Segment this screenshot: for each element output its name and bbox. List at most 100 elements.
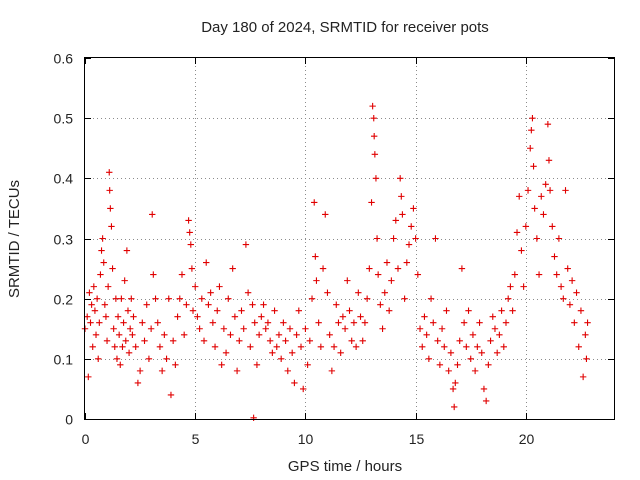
data-point: [100, 259, 107, 266]
data-point: [419, 343, 426, 350]
data-point: [456, 337, 463, 344]
data-point: [511, 271, 519, 278]
data-point: [394, 265, 402, 272]
data-point: [238, 307, 245, 314]
data-point: [88, 301, 95, 308]
data-point: [414, 271, 422, 278]
data-point: [582, 331, 589, 338]
data-point: [109, 265, 116, 272]
data-point: [262, 325, 269, 332]
data-point: [114, 313, 122, 320]
plot-frame: [84, 57, 615, 420]
data-point: [392, 217, 399, 224]
data-point: [396, 175, 404, 182]
data-point: [141, 337, 148, 344]
x-tick-label: 15: [409, 431, 425, 447]
data-point: [482, 397, 490, 405]
data-point: [480, 385, 488, 393]
data-point: [313, 277, 320, 284]
data-point: [154, 319, 161, 326]
data-point: [427, 295, 435, 302]
data-point: [390, 235, 397, 242]
data-point: [85, 373, 92, 381]
data-point: [493, 349, 501, 357]
data-point: [220, 325, 228, 332]
data-point: [425, 355, 433, 363]
data-point: [198, 295, 206, 302]
data-point: [90, 283, 98, 290]
data-point: [227, 331, 234, 338]
data-point: [209, 319, 217, 326]
data-point: [229, 265, 236, 272]
data-point: [516, 193, 523, 200]
data-point: [546, 187, 554, 194]
data-point: [211, 343, 219, 350]
data-points: [81, 102, 591, 421]
data-point: [205, 301, 212, 308]
data-point: [255, 331, 263, 338]
data-point: [449, 385, 457, 393]
data-point: [84, 313, 91, 320]
data-point: [149, 211, 156, 218]
data-point: [99, 235, 106, 242]
data-point: [528, 127, 535, 134]
data-point: [520, 283, 527, 290]
data-point: [152, 295, 159, 302]
data-point: [251, 319, 258, 326]
data-point: [535, 271, 543, 278]
data-point: [371, 151, 379, 158]
data-point: [178, 271, 186, 278]
data-point: [236, 337, 243, 344]
data-point: [115, 331, 123, 338]
data-point: [113, 355, 121, 363]
data-point: [250, 414, 257, 421]
data-point: [441, 343, 448, 350]
data-point: [575, 343, 582, 350]
data-point: [93, 295, 101, 302]
data-point: [136, 367, 144, 375]
data-point: [463, 343, 470, 350]
data-point: [374, 271, 382, 278]
data-point: [222, 349, 230, 357]
data-point: [117, 361, 124, 369]
data-point: [385, 307, 393, 314]
data-point: [161, 331, 168, 338]
data-point: [485, 361, 492, 369]
data-point: [322, 211, 329, 218]
data-point: [192, 283, 199, 290]
x-tick-label: 20: [519, 431, 535, 447]
data-point: [180, 331, 188, 338]
data-point: [454, 361, 461, 369]
data-point: [505, 295, 512, 302]
data-point: [408, 223, 415, 230]
data-point: [97, 271, 104, 278]
data-point: [156, 343, 164, 350]
data-point: [333, 301, 340, 308]
data-point: [381, 289, 388, 296]
data-point: [540, 211, 547, 218]
data-point: [271, 307, 278, 314]
data-point: [579, 373, 587, 381]
x-tick-label: 5: [192, 431, 200, 447]
data-point: [132, 343, 139, 350]
data-point: [317, 343, 325, 350]
data-point: [522, 223, 530, 230]
data-point: [560, 295, 567, 302]
x-tick-label: 0: [82, 431, 90, 447]
data-point: [498, 307, 505, 314]
data-point: [533, 235, 541, 242]
data-point: [319, 265, 327, 272]
data-point: [496, 331, 503, 338]
y-tick-label: 0.5: [54, 111, 74, 127]
data-point: [172, 361, 179, 369]
data-point: [542, 181, 549, 188]
data-point: [207, 289, 214, 296]
data-point: [352, 343, 360, 350]
data-point: [434, 337, 441, 344]
data-point: [104, 283, 112, 290]
data-point: [551, 253, 558, 260]
data-point: [185, 217, 192, 224]
data-point: [126, 325, 134, 332]
data-point: [150, 271, 157, 278]
